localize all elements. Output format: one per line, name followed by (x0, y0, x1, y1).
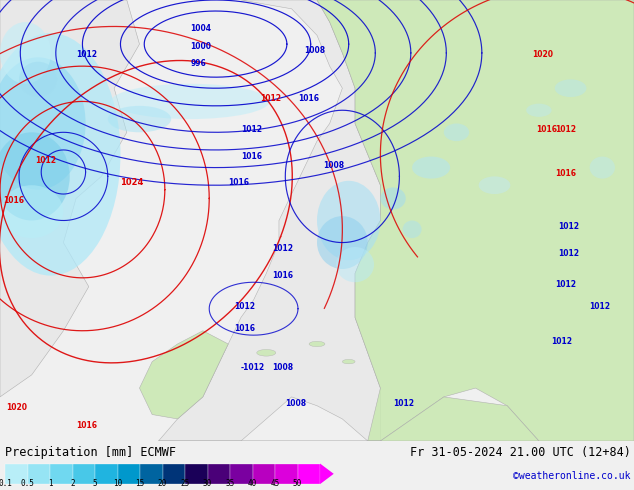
Polygon shape (158, 0, 380, 441)
Text: 25: 25 (181, 479, 190, 488)
Text: 1008: 1008 (273, 364, 294, 372)
Bar (162, 464, 185, 484)
Ellipse shape (342, 360, 355, 364)
Text: 1016: 1016 (298, 95, 319, 103)
Ellipse shape (0, 132, 70, 220)
Polygon shape (317, 0, 634, 441)
Bar (297, 464, 320, 484)
Bar (27, 464, 50, 484)
Text: 1012: 1012 (558, 249, 579, 258)
Bar (117, 464, 140, 484)
Text: 1012: 1012 (235, 302, 256, 311)
Text: 1024: 1024 (120, 178, 144, 187)
Text: 50: 50 (293, 479, 302, 488)
Bar (72, 464, 95, 484)
Text: 20: 20 (158, 479, 167, 488)
Ellipse shape (590, 157, 615, 179)
Text: 1000: 1000 (190, 42, 211, 50)
Text: 1012: 1012 (590, 302, 611, 311)
Text: 1020: 1020 (533, 50, 553, 59)
Ellipse shape (380, 187, 406, 209)
Text: 1016: 1016 (3, 196, 24, 205)
Bar (207, 464, 230, 484)
Text: ©weatheronline.co.uk: ©weatheronline.co.uk (514, 471, 631, 481)
Ellipse shape (412, 157, 450, 179)
Polygon shape (0, 0, 139, 397)
Text: 1012: 1012 (552, 337, 573, 346)
Bar (5, 464, 27, 484)
Text: 1016: 1016 (241, 152, 262, 161)
Text: 1012: 1012 (393, 399, 414, 408)
Text: 30: 30 (203, 479, 212, 488)
Text: 996: 996 (190, 59, 206, 68)
Ellipse shape (19, 62, 57, 97)
Ellipse shape (0, 185, 63, 238)
Bar (252, 464, 275, 484)
Text: 1004: 1004 (190, 24, 211, 33)
Text: 1012: 1012 (558, 222, 579, 231)
Bar (95, 464, 117, 484)
Text: 35: 35 (226, 479, 235, 488)
Ellipse shape (0, 57, 86, 190)
Text: 1020: 1020 (6, 403, 27, 412)
Ellipse shape (111, 84, 269, 119)
Ellipse shape (0, 33, 120, 275)
Bar (140, 464, 162, 484)
Text: 1016: 1016 (555, 170, 576, 178)
Ellipse shape (479, 176, 510, 194)
Bar (230, 464, 252, 484)
Text: 1012: 1012 (555, 280, 576, 289)
Text: 1012: 1012 (76, 50, 97, 59)
Text: 5: 5 (93, 479, 98, 488)
Text: 1012: 1012 (35, 156, 56, 165)
Text: 1012: 1012 (260, 95, 281, 103)
Ellipse shape (317, 181, 380, 260)
Ellipse shape (317, 216, 368, 269)
Text: 1008: 1008 (304, 46, 325, 55)
Ellipse shape (336, 247, 374, 282)
Text: 0.1: 0.1 (0, 479, 12, 488)
Text: -1012: -1012 (241, 364, 265, 372)
Text: 15: 15 (136, 479, 145, 488)
Text: 1008: 1008 (323, 161, 344, 170)
Ellipse shape (555, 79, 586, 97)
Text: 1016: 1016 (76, 421, 97, 430)
Polygon shape (158, 397, 539, 441)
Text: 1016: 1016 (235, 324, 256, 333)
Polygon shape (320, 464, 333, 484)
Ellipse shape (526, 103, 552, 117)
Text: 1012: 1012 (273, 245, 294, 253)
Text: 10: 10 (113, 479, 122, 488)
Text: 1016: 1016 (228, 178, 249, 187)
Text: 1012: 1012 (241, 125, 262, 134)
Text: 2: 2 (70, 479, 75, 488)
Bar (185, 464, 207, 484)
Text: 1016: 1016 (273, 271, 294, 280)
Ellipse shape (444, 123, 469, 141)
Ellipse shape (403, 220, 422, 238)
Text: 40: 40 (248, 479, 257, 488)
Text: Fr 31-05-2024 21.00 UTC (12+84): Fr 31-05-2024 21.00 UTC (12+84) (410, 446, 631, 459)
Polygon shape (139, 331, 228, 419)
Ellipse shape (257, 349, 276, 356)
Text: 1012: 1012 (555, 125, 576, 134)
Text: Precipitation [mm] ECMWF: Precipitation [mm] ECMWF (5, 446, 176, 459)
Text: 0.5: 0.5 (21, 479, 34, 488)
Bar (50, 464, 72, 484)
Ellipse shape (108, 106, 171, 132)
Bar (275, 464, 297, 484)
Text: 45: 45 (271, 479, 280, 488)
Text: 1: 1 (48, 479, 53, 488)
Ellipse shape (309, 342, 325, 346)
Ellipse shape (0, 22, 51, 84)
Text: 1008: 1008 (285, 399, 306, 408)
Text: 1016: 1016 (536, 125, 557, 134)
